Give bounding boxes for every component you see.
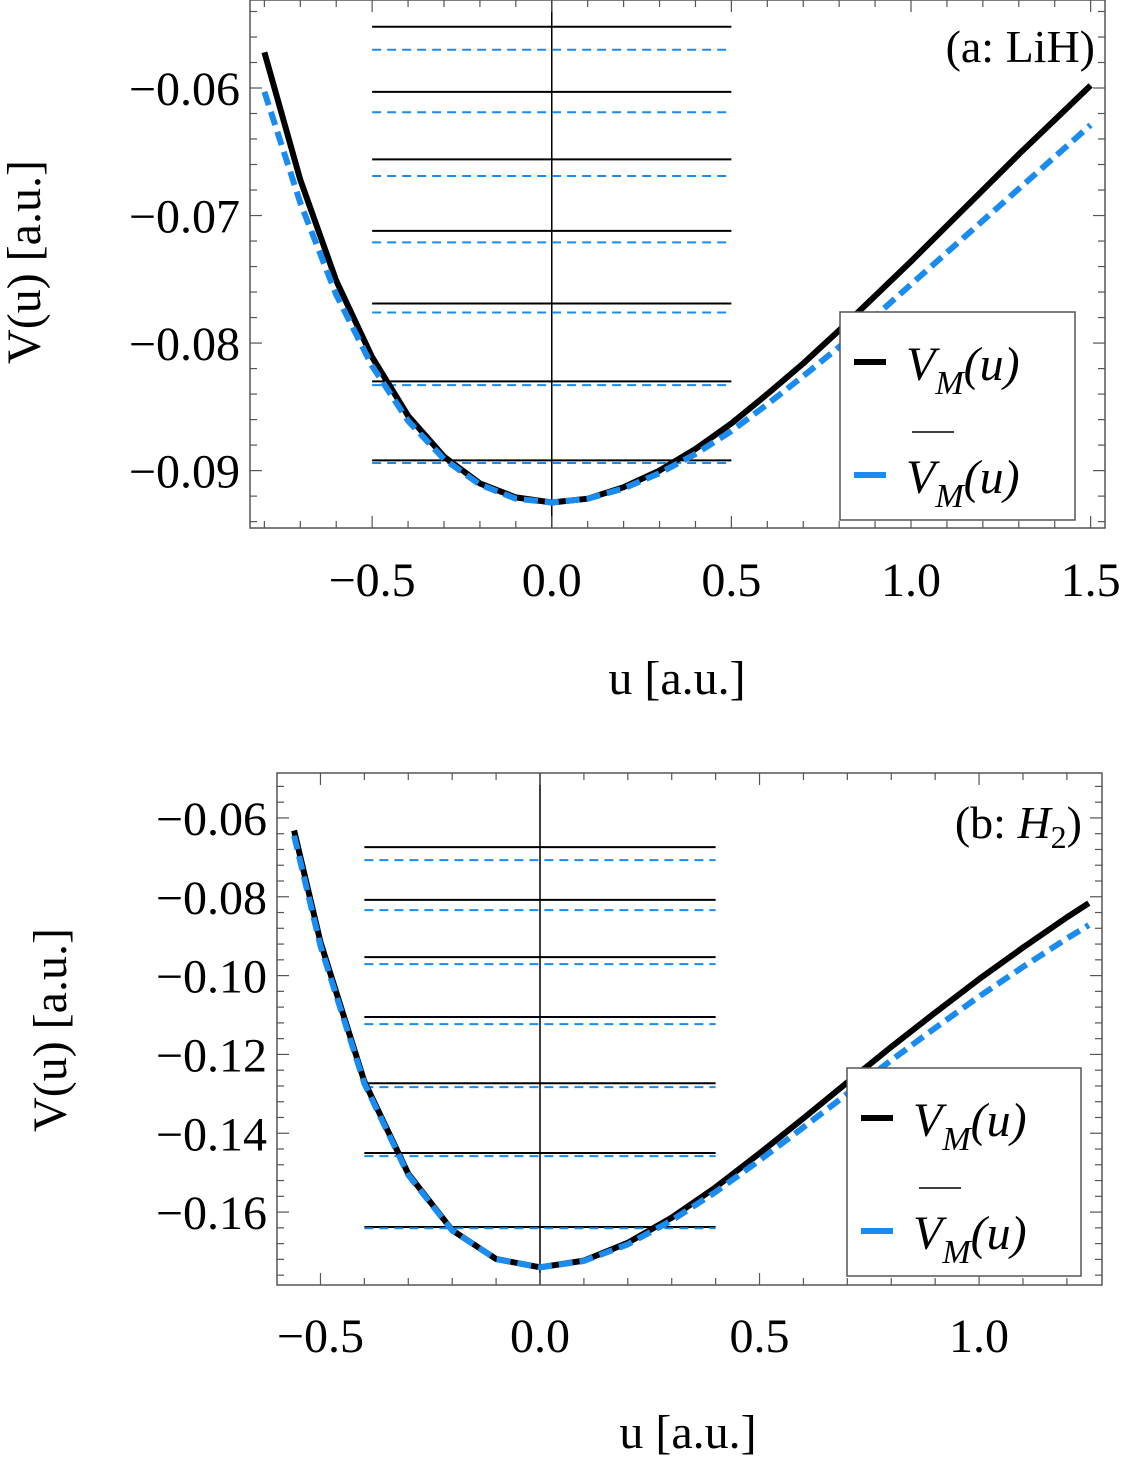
y-tick-label: −0.08 [156,872,267,925]
panel-b-x-axis-label: u [a.u.] [619,1406,756,1459]
legend-argument: (u) [971,1094,1027,1147]
ticks [277,773,1102,1285]
panel-a-label: (a: LiH) [946,21,1095,72]
legend-argument: (u) [971,1207,1027,1260]
y-tick-label: −0.16 [156,1187,267,1240]
legend-label-approx: VM(u) [913,1207,1027,1271]
legend-symbol: V [906,338,940,391]
legend-symbol: V [913,1207,947,1260]
legend: VM(u)VM(u) [839,311,1076,521]
legend-symbol: V [913,1094,947,1147]
plot-frame [249,0,1106,529]
x-tick-label: −0.5 [329,554,416,607]
panel-b-label-suffix: ) [1067,797,1082,848]
legend-subscript: M [941,1121,972,1158]
panel-a-x-axis-label: u [a.u.] [608,652,745,705]
panel-a-y-axis-label: V(u) [a.u.] [0,160,51,364]
panel-b-y-axis-label: V(u) [a.u.] [24,928,77,1132]
panel-b-label: (b: H2) [955,797,1082,855]
panel-b-h2: (b: H2) u [a.u.] V(u) [a.u.] −0.5 0.0 0.5 1… [24,772,1103,1459]
approx-potential-curve [261,90,1093,506]
y-tick-label: −0.06 [156,793,267,846]
panel-a-lih: (a: LiH) u [a.u.] V(u) [a.u.] −0.5 0.0 0.5… [0,0,1121,705]
y-tick-label: −0.12 [156,1029,267,1082]
legend-symbol: V [906,451,940,504]
x-tick-label: 1.5 [1061,554,1121,607]
panel-b-label-species: H [1016,797,1053,848]
y-tick-label: −0.14 [156,1108,267,1161]
legend-argument: (u) [964,451,1020,504]
ticks [250,0,1105,528]
legend-subscript: M [941,1234,972,1271]
plot-area [261,0,1093,528]
panel-b-label-prefix: (b: [955,797,1018,848]
panel-b-label-sub: 2 [1051,819,1067,855]
x-tick-label: 0.5 [701,554,761,607]
exact-potential-curve [261,51,1093,506]
approx-potential-curve [291,835,1091,1271]
y-tick-label: −0.09 [129,446,240,499]
x-tick-label: 0.0 [522,554,582,607]
plot-area [291,773,1091,1285]
legend-box [846,1067,1082,1277]
legend-box [839,311,1076,521]
legend: VM(u)VM(u) [846,1067,1082,1277]
plot-frame [276,772,1103,1286]
x-tick-label: 1.0 [881,554,941,607]
legend-subscript: M [934,365,965,402]
legend-argument: (u) [964,338,1020,391]
x-tick-label: 0.5 [730,1310,790,1363]
y-tick-label: −0.06 [129,63,240,116]
legend-label-exact: VM(u) [913,1094,1027,1158]
y-tick-label: −0.08 [129,318,240,371]
x-tick-label: 1.0 [949,1310,1009,1363]
x-tick-label: 0.0 [510,1310,570,1363]
legend-label-exact: VM(u) [906,338,1020,402]
y-tick-label: −0.10 [156,951,267,1004]
legend-subscript: M [934,478,965,515]
y-tick-label: −0.07 [129,191,240,244]
x-tick-label: −0.5 [277,1310,364,1363]
legend-label-approx: VM(u) [906,451,1020,515]
